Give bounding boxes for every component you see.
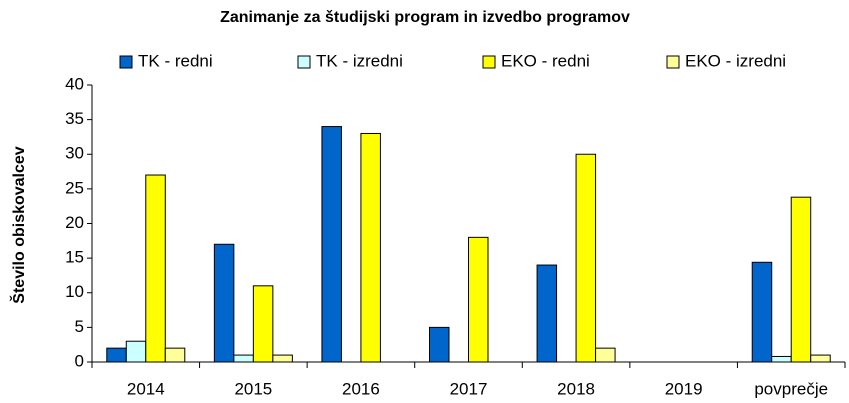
bar — [575, 153, 597, 363]
bar — [145, 174, 166, 363]
legend-label: TK - izredni — [316, 51, 403, 70]
legend-label: EKO - izredni — [685, 51, 786, 70]
legend-label: TK - redni — [138, 51, 213, 70]
y-tick-label: 40 — [65, 74, 84, 93]
x-tick-label: 2019 — [665, 379, 703, 398]
bar — [429, 326, 450, 363]
x-tick-label: 2018 — [557, 379, 595, 398]
bar — [272, 354, 293, 363]
x-tick-label: 2016 — [342, 379, 380, 398]
bar — [233, 354, 254, 363]
y-axis-title: Število obiskovalcev — [9, 146, 28, 304]
bar — [790, 196, 812, 363]
x-tick-label: 2017 — [450, 379, 488, 398]
legend-swatch — [666, 55, 680, 69]
y-tick-label: 20 — [65, 213, 84, 232]
legend-swatch — [297, 55, 311, 69]
x-tick-label: 2014 — [127, 379, 165, 398]
chart-title: Zanimanje za študijski program in izvedb… — [220, 9, 630, 26]
bar — [360, 132, 381, 363]
y-tick-label: 0 — [75, 351, 84, 370]
legend-label: EKO - redni — [501, 51, 590, 70]
bar — [106, 347, 127, 363]
x-tick-label: povprečje — [754, 379, 828, 398]
y-tick-label: 10 — [65, 282, 84, 301]
bar — [536, 264, 558, 363]
bar — [125, 340, 147, 363]
bar — [213, 243, 235, 363]
bar — [810, 354, 831, 363]
y-tick-label: 35 — [65, 109, 84, 128]
y-tick-label: 30 — [65, 144, 84, 163]
bar — [468, 236, 489, 363]
bar — [252, 285, 274, 363]
bar — [321, 126, 342, 363]
y-tick-label: 25 — [65, 178, 84, 197]
y-tick-label: 15 — [65, 248, 84, 267]
bar — [164, 347, 186, 363]
legend-swatch — [482, 55, 496, 69]
legend-swatch — [119, 55, 133, 69]
bar — [771, 355, 792, 363]
bar — [751, 261, 773, 363]
bar — [595, 347, 616, 363]
x-tick-label: 2015 — [234, 379, 272, 398]
y-tick-label: 5 — [75, 317, 84, 336]
